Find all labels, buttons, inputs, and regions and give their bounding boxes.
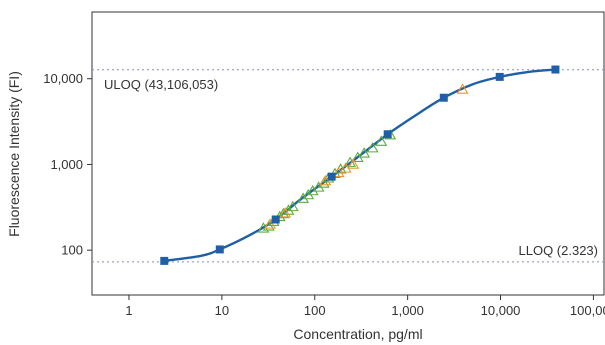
triangle-point <box>344 156 357 167</box>
x-tick-label: 1,000 <box>391 303 424 318</box>
square-point <box>551 65 560 74</box>
y-axis-title: Fluorescence Intensity (FI) <box>6 71 22 237</box>
y-tick-label: 10,000 <box>43 71 83 86</box>
triangle-point <box>358 147 371 158</box>
triangle-point <box>277 207 290 219</box>
square-point <box>215 245 224 254</box>
square-point <box>160 256 169 265</box>
lloq-label: LLOQ (2.323) <box>519 243 599 258</box>
x-tick-label: 100 <box>304 303 326 318</box>
x-tick-label: 1 <box>125 303 132 318</box>
fit-curve-layer <box>164 68 556 263</box>
data-points-layer <box>160 65 560 265</box>
plot-frame <box>91 11 605 296</box>
x-axis-title: Concentration, pg/ml <box>293 326 422 342</box>
triangle-point <box>347 158 360 169</box>
y-axis-ticks: 100 1,000 10,000 <box>43 71 92 258</box>
reference-lines: ULOQ (43,106,053) LLOQ (2.323) <box>92 69 604 263</box>
triangle-point <box>306 184 319 196</box>
x-tick-label: 10,000 <box>481 303 521 318</box>
triangle-point <box>375 135 388 146</box>
square-point <box>495 72 504 81</box>
x-tick-label: 100,000 <box>570 303 605 318</box>
triangle-point <box>279 207 292 218</box>
x-tick-label: 10 <box>215 303 229 318</box>
y-tick-label: 100 <box>61 243 83 258</box>
triangle-point <box>264 218 276 229</box>
triangle-point <box>286 200 299 212</box>
triangle-point <box>297 192 310 203</box>
uloq-label: ULOQ (43,106,053) <box>104 77 218 92</box>
x-axis-ticks: 1 10 100 1,000 10,000 100,000 <box>125 295 605 318</box>
fit-curve-line <box>164 68 556 263</box>
square-point <box>271 215 280 224</box>
triangle-point <box>456 83 469 94</box>
triangle-point <box>366 142 379 153</box>
square-point <box>327 172 336 181</box>
square-point <box>383 130 392 139</box>
square-point <box>439 93 448 102</box>
y-tick-label: 1,000 <box>50 157 83 172</box>
